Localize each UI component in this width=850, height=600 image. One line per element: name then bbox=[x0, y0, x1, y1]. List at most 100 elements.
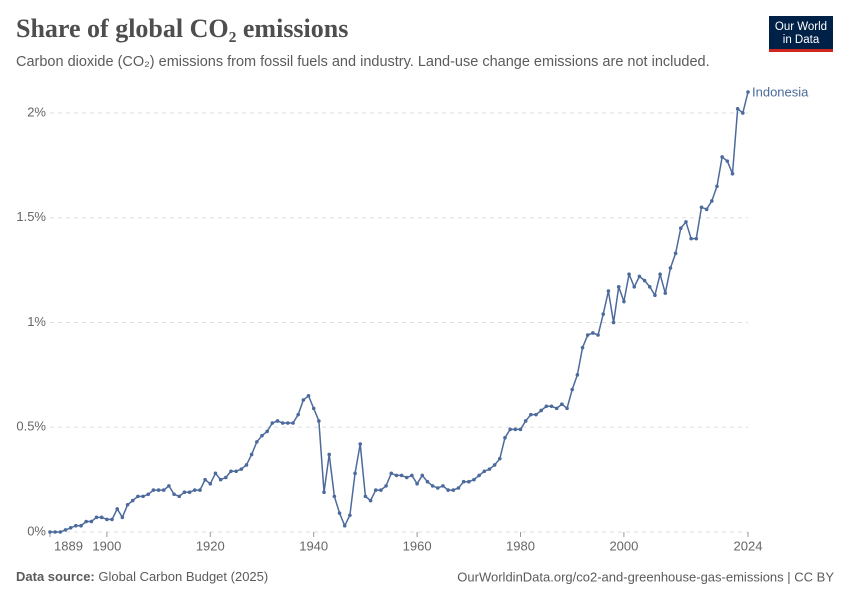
point bbox=[456, 486, 461, 490]
point bbox=[523, 419, 528, 423]
point bbox=[275, 419, 280, 423]
point bbox=[492, 463, 497, 467]
point bbox=[384, 484, 388, 488]
point bbox=[53, 530, 57, 534]
point bbox=[642, 278, 647, 283]
point bbox=[130, 498, 135, 503]
point bbox=[115, 507, 120, 511]
point bbox=[699, 205, 704, 210]
point bbox=[477, 473, 481, 478]
point bbox=[441, 484, 445, 488]
point bbox=[513, 427, 518, 432]
point bbox=[663, 291, 668, 295]
point bbox=[570, 387, 575, 392]
point bbox=[48, 530, 52, 534]
point bbox=[301, 398, 306, 402]
logo-text[interactable]: in Data bbox=[783, 34, 820, 46]
point bbox=[435, 486, 440, 490]
point bbox=[99, 515, 104, 520]
point bbox=[482, 469, 487, 474]
point bbox=[296, 412, 300, 417]
point bbox=[580, 345, 585, 350]
x-tick-label: 1980 bbox=[506, 538, 535, 553]
point bbox=[229, 469, 233, 474]
logo-text[interactable]: Our World bbox=[775, 21, 827, 33]
point bbox=[317, 419, 321, 423]
point bbox=[647, 285, 652, 289]
logo-bar bbox=[769, 49, 833, 52]
source-label: Data source: bbox=[16, 569, 95, 584]
logo-box[interactable] bbox=[769, 16, 833, 52]
logo[interactable]: Our World in Data bbox=[769, 16, 833, 52]
point bbox=[518, 427, 523, 432]
point bbox=[74, 523, 78, 528]
point bbox=[286, 421, 290, 425]
point bbox=[451, 488, 456, 492]
source-url[interactable]: OurWorldinData.org/co2-and-greenhouse-ga… bbox=[457, 569, 834, 584]
point bbox=[544, 404, 549, 409]
point bbox=[735, 106, 740, 111]
point bbox=[342, 523, 347, 528]
point bbox=[632, 285, 637, 289]
point bbox=[79, 523, 83, 528]
point bbox=[58, 530, 63, 534]
point bbox=[223, 475, 228, 480]
point bbox=[425, 479, 430, 484]
x-tick-label: 2000 bbox=[609, 538, 638, 553]
point bbox=[591, 331, 595, 335]
point bbox=[606, 289, 611, 293]
point bbox=[373, 488, 378, 492]
point bbox=[172, 492, 176, 497]
point bbox=[715, 184, 719, 189]
point bbox=[694, 236, 699, 241]
x-tick-label: 2024 bbox=[734, 538, 763, 553]
point bbox=[730, 171, 735, 176]
point bbox=[120, 515, 125, 520]
point bbox=[291, 421, 295, 425]
point bbox=[265, 429, 269, 434]
point bbox=[327, 452, 332, 457]
point bbox=[94, 515, 99, 520]
point bbox=[710, 199, 714, 203]
point bbox=[110, 517, 114, 522]
point bbox=[622, 299, 626, 304]
x-tick-label: 1900 bbox=[92, 538, 121, 553]
point bbox=[368, 498, 373, 503]
point bbox=[560, 402, 564, 406]
point bbox=[539, 408, 543, 413]
point bbox=[84, 519, 88, 524]
x-tick-label: 1889 bbox=[54, 538, 83, 553]
point bbox=[467, 479, 471, 484]
x-tick-label: 1920 bbox=[196, 538, 225, 553]
point bbox=[658, 272, 662, 277]
point bbox=[637, 274, 642, 279]
y-tick-label: 0.5% bbox=[16, 419, 46, 434]
point bbox=[627, 272, 631, 277]
point bbox=[198, 488, 202, 492]
point bbox=[234, 469, 238, 474]
point bbox=[68, 526, 73, 530]
point bbox=[136, 494, 140, 499]
point bbox=[575, 373, 580, 377]
point bbox=[311, 406, 316, 411]
source: Global Carbon Budget (2025) bbox=[98, 569, 268, 584]
y-tick-label: 0% bbox=[27, 523, 46, 538]
point bbox=[565, 406, 569, 411]
point bbox=[192, 488, 197, 492]
point bbox=[244, 463, 249, 467]
point bbox=[218, 477, 223, 482]
point bbox=[363, 494, 368, 499]
point bbox=[187, 490, 192, 494]
point bbox=[725, 159, 730, 163]
point bbox=[404, 475, 409, 480]
x-tick-label: 1940 bbox=[299, 538, 328, 553]
point bbox=[611, 320, 616, 325]
point bbox=[249, 452, 254, 457]
point bbox=[668, 266, 673, 270]
point bbox=[534, 412, 538, 417]
line bbox=[50, 91, 749, 533]
point bbox=[394, 473, 399, 478]
point bbox=[89, 519, 94, 524]
